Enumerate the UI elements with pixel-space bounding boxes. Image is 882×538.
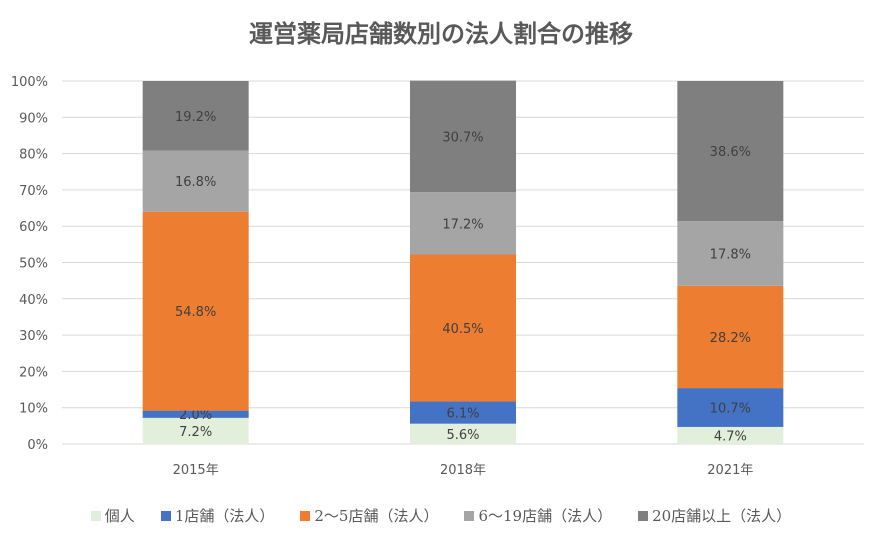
bar-segment: [677, 388, 784, 427]
legend-item: 個人: [90, 505, 135, 526]
legend: 個人 1店舗（法人） 2〜5店舗（法人） 6〜19店舗（法人） 20店舗以上（法人）: [0, 505, 882, 526]
data-label: 2.0%: [179, 408, 212, 423]
bar-segment: [410, 80, 516, 193]
data-label: 6.1%: [446, 407, 479, 422]
legend-swatch: [90, 510, 101, 521]
bar-segment: [410, 254, 516, 402]
data-label: 10.7%: [710, 402, 751, 417]
legend-item: 6〜19店舗（法人）: [464, 505, 612, 526]
data-label: 7.2%: [179, 425, 212, 440]
x-tick-label: 2018年: [440, 463, 486, 478]
y-tick-label: 40%: [19, 293, 48, 308]
bar-segment: [142, 150, 249, 212]
chart-title: 運営薬局店舗数別の法人割合の推移: [249, 19, 633, 48]
data-label: 28.2%: [710, 331, 751, 346]
legend-label: 1店舗（法人）: [174, 507, 275, 525]
bar-segment: [410, 192, 516, 255]
legend-label: 2〜5店舗（法人）: [314, 507, 439, 525]
data-label: 38.6%: [710, 145, 751, 160]
bar-segment: [142, 211, 249, 411]
data-label: 30.7%: [442, 130, 483, 145]
y-tick-label: 60%: [19, 220, 48, 235]
y-tick-label: 100%: [11, 75, 48, 90]
legend-item: 20店舗以上（法人）: [638, 505, 791, 526]
y-tick-label: 10%: [19, 402, 48, 417]
legend-label: 個人: [104, 507, 135, 525]
legend-swatch: [464, 510, 475, 521]
y-tick-label: 70%: [19, 184, 48, 199]
data-label: 16.8%: [175, 175, 216, 190]
legend-item: 1店舗（法人）: [160, 505, 275, 526]
data-label: 19.2%: [175, 110, 216, 125]
bar-segment: [142, 410, 249, 418]
data-label: 5.6%: [446, 428, 479, 443]
data-label: 4.7%: [714, 429, 747, 444]
y-tick-label: 30%: [19, 329, 48, 344]
x-tick-label: 2015年: [173, 463, 219, 478]
legend-label: 20店舗以上（法人）: [652, 507, 792, 525]
legend-item: 2〜5店舗（法人）: [300, 505, 438, 526]
bar-segment: [677, 221, 784, 286]
data-label: 17.2%: [442, 217, 483, 232]
legend-swatch: [638, 510, 649, 521]
bar-segment: [677, 81, 784, 222]
stacked-bar-chart: 0% 10% 20% 30% 40% 50% 60% 70% 80% 90% 100% 7.2% 2.0…: [11, 75, 864, 478]
bar-segment: [677, 285, 784, 389]
y-tick-label: 20%: [19, 365, 48, 380]
y-tick-label: 50%: [19, 257, 48, 272]
bar-segment: [410, 401, 516, 424]
x-tick-label: 2021年: [707, 463, 753, 478]
data-label: 40.5%: [442, 322, 483, 337]
legend-swatch: [300, 510, 311, 521]
bar-segment: [677, 426, 784, 444]
legend-label: 6〜19店舗（法人）: [478, 507, 613, 525]
bar-segment: [410, 423, 516, 444]
legend-swatch: [160, 510, 171, 521]
bar-segment: [142, 417, 249, 444]
data-label: 54.8%: [175, 305, 216, 320]
y-tick-label: 90%: [19, 111, 48, 126]
y-tick-label: 0%: [27, 438, 48, 453]
y-tick-label: 80%: [19, 148, 48, 163]
bar-segment: [142, 81, 249, 151]
data-label: 17.8%: [710, 247, 751, 262]
